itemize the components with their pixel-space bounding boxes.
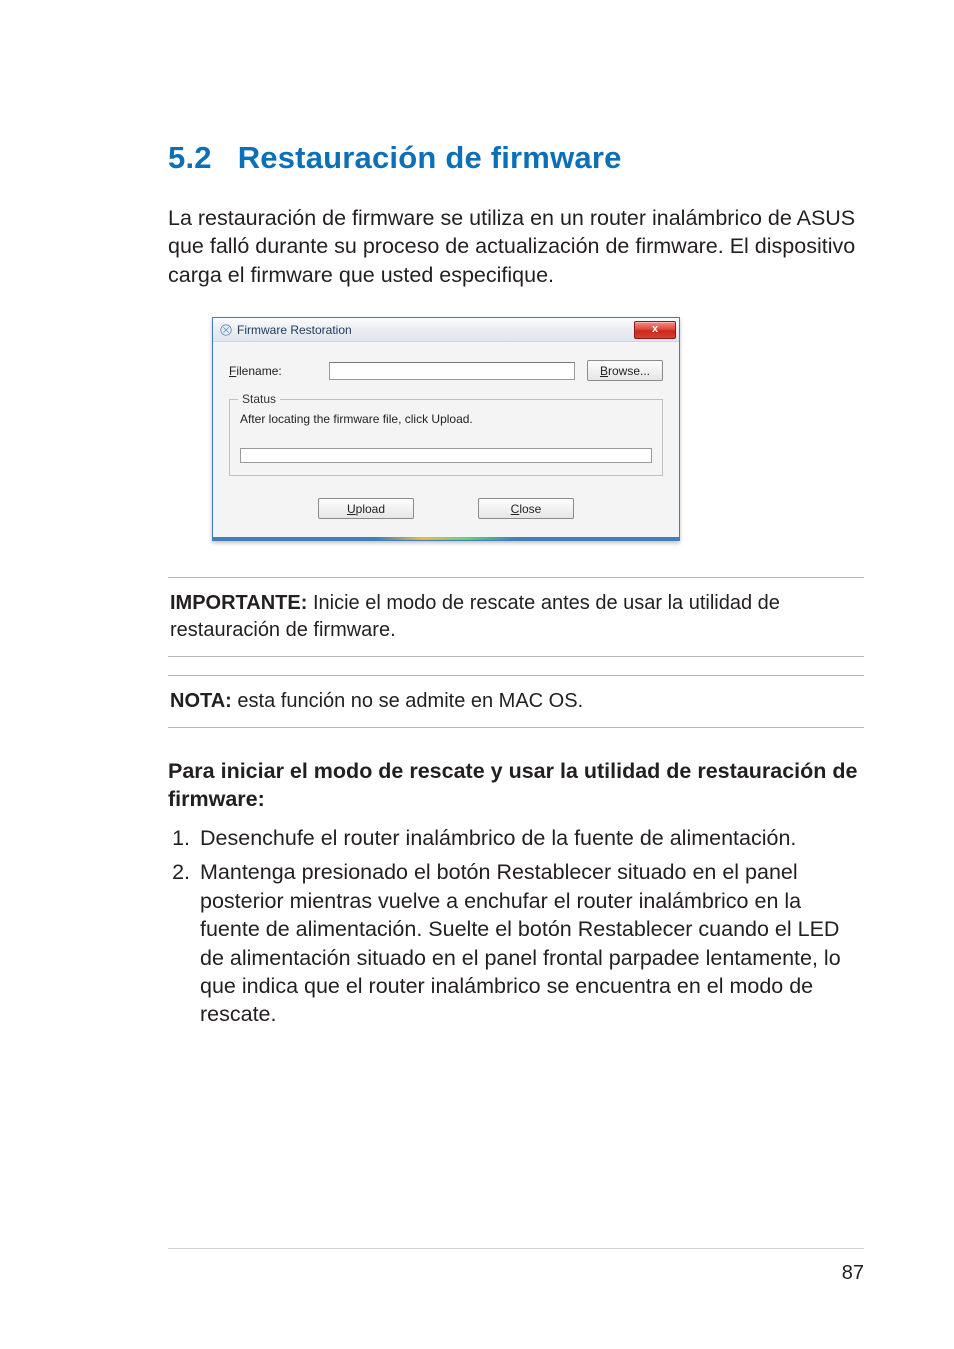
nota-text: esta función no se admite en MAC OS. [232,690,583,712]
instruction-item: Mantenga presionado el botón Restablecer… [196,858,864,1028]
page: 5.2 Restauración de firmware La restaurac… [0,0,954,1349]
instruction-item: Desenchufe el router inalámbrico de la f… [196,824,864,852]
page-number: 87 [842,1262,864,1285]
section-title-text: Restauración de firmware [238,140,622,175]
footer-rule [168,1248,864,1249]
filename-row: Filename: Browse... [229,360,663,381]
intro-paragraph: La restauración de firmware se utiliza e… [168,204,864,289]
section-number: 5.2 [168,140,212,176]
upload-rest: pload [356,502,385,516]
close-accel: C [511,502,520,516]
dialog-titlebar: Firmware Restoration x [213,318,679,342]
instructions-title: Para iniciar el modo de rescate y usar l… [168,758,864,814]
close-rest: lose [519,502,541,516]
firmware-restoration-dialog: Firmware Restoration x Filename: Browse.… [212,317,680,541]
important-label: IMPORTANTE: [170,592,307,614]
status-message: After locating the firmware file, click … [240,412,652,426]
dialog-title: Firmware Restoration [237,323,352,337]
upload-accel: U [347,502,356,516]
titlebar-left: Firmware Restoration [219,323,352,337]
filename-label-rest: ilename: [236,364,281,378]
browse-accel: B [600,364,608,378]
upload-button[interactable]: Upload [318,498,414,519]
instructions-list: Desenchufe el router inalámbrico de la f… [168,824,864,1029]
browse-button[interactable]: Browse... [587,360,663,381]
nota-box: NOTA: esta función no se admite en MAC O… [168,675,864,728]
filename-input[interactable] [329,362,575,380]
close-dialog-button[interactable]: Close [478,498,574,519]
browse-rest: rowse... [608,364,650,378]
section-heading: 5.2 Restauración de firmware [168,140,864,176]
dialog-bottom-accent [213,537,679,540]
progress-bar [240,448,652,463]
status-legend: Status [238,392,280,406]
status-groupbox: Status After locating the firmware file,… [229,399,663,476]
app-icon [219,323,233,337]
filename-label: Filename: [229,364,317,378]
nota-label: NOTA: [170,690,232,712]
dialog-button-row: Upload Close [229,498,663,519]
close-button[interactable]: x [634,321,676,339]
important-box: IMPORTANTE: Inicie el modo de rescate an… [168,577,864,657]
dialog-body: Filename: Browse... Status After locatin… [213,342,679,533]
dialog-screenshot: Firmware Restoration x Filename: Browse.… [212,317,864,541]
